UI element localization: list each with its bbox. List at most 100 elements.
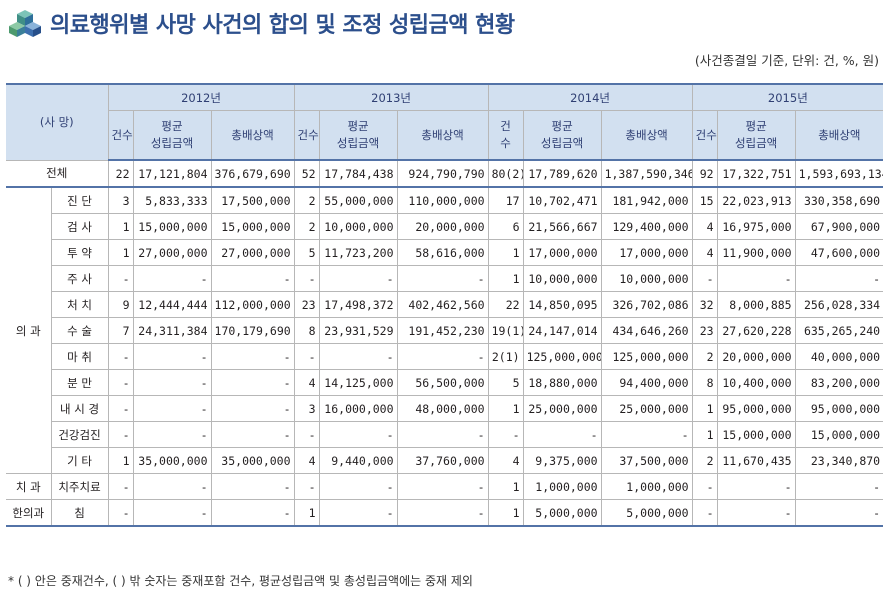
count-cell: 1	[293, 499, 320, 527]
count-cell: 1	[487, 499, 524, 527]
count-cell: 52	[293, 159, 320, 188]
total-amount-cell: 48,000,000	[396, 395, 489, 422]
total-amount-cell: -	[794, 265, 884, 292]
total-amount-cell: 67,900,000	[794, 213, 884, 240]
avg-amount-cell: -	[132, 369, 212, 396]
category-label: 마 취	[51, 343, 109, 370]
avg-amount-cell: 16,975,000	[716, 213, 796, 240]
avg-amount-cell: 11,723,200	[318, 239, 398, 266]
count-cell: 4	[293, 369, 320, 396]
total-amount-cell: 125,000,000	[600, 343, 693, 370]
total-amount-cell: 129,400,000	[600, 213, 693, 240]
count-cell: 3	[293, 395, 320, 422]
table-row: 분 만 - - -4 14,125,000 56,500,000 5 18,880,000 94…	[6, 369, 884, 396]
table-row: 검 사 1 15,000,000 15,000,000 2 10,000,000 20,00…	[6, 213, 884, 240]
avg-amount-cell: -	[132, 473, 212, 500]
avg-amount-cell: 17,121,804	[132, 159, 212, 188]
avg-amount-cell: 17,789,620	[522, 159, 602, 188]
count-cell: -	[293, 421, 320, 448]
total-amount-cell: -	[794, 473, 884, 500]
total-amount-cell: -	[210, 265, 295, 292]
col-total-header: 총배상액	[210, 110, 295, 161]
page-title: 의료행위별 사망 사건의 합의 및 조정 성립금액 현황	[50, 13, 515, 38]
category-label: 기 타	[51, 447, 109, 474]
count-cell: -	[691, 473, 718, 500]
table-row: 투 약 1 27,000,000 27,000,000 5 11,723,200 58,61…	[6, 239, 884, 266]
avg-amount-cell: 55,000,000	[318, 186, 398, 214]
avg-amount-cell: -	[132, 421, 212, 448]
total-amount-cell: 256,028,334	[794, 291, 884, 318]
avg-amount-cell: 10,400,000	[716, 369, 796, 396]
count-cell: 32	[691, 291, 718, 318]
avg-amount-cell: -	[716, 265, 796, 292]
total-amount-cell: 25,000,000	[600, 395, 693, 422]
avg-amount-cell: 10,000,000	[318, 213, 398, 240]
total-amount-cell: 47,600,000	[794, 239, 884, 266]
title-row: 의료행위별 사망 사건의 합의 및 조정 성립금액 현황	[8, 6, 515, 40]
total-amount-cell: 10,000,000	[600, 265, 693, 292]
col-count-header: 건수	[293, 110, 320, 161]
year-header: 2012년	[107, 83, 295, 111]
table-row: 수 술 7 24,311,384 170,179,690 8 23,931,529 191,…	[6, 317, 884, 344]
count-cell: 5	[293, 239, 320, 266]
count-cell: 4	[293, 447, 320, 474]
avg-amount-cell: 15,000,000	[132, 213, 212, 240]
total-amount-cell: 95,000,000	[794, 395, 884, 422]
count-cell: 8	[691, 369, 718, 396]
col-avg-header: 평균 성립금액	[318, 110, 398, 161]
total-amount-cell: 94,400,000	[600, 369, 693, 396]
count-cell: -	[107, 343, 134, 370]
count-cell: 22	[107, 159, 134, 188]
total-amount-cell: 181,942,000	[600, 186, 693, 214]
category-label: 투 약	[51, 239, 109, 266]
table-row: 기 타 1 35,000,000 35,000,000 4 9,440,000 37,760…	[6, 447, 884, 474]
avg-amount-cell: 11,900,000	[716, 239, 796, 266]
total-amount-cell: 170,179,690	[210, 317, 295, 344]
category-label: 건강검진	[51, 421, 109, 448]
table-row: 건강검진 - - - - - - - - -1 15,000,000 15,000,000	[6, 421, 884, 448]
total-amount-cell: -	[396, 421, 489, 448]
count-cell: -	[107, 395, 134, 422]
count-cell: 8	[293, 317, 320, 344]
count-cell: 1	[107, 447, 134, 474]
col-total-header: 총배상액	[600, 110, 693, 161]
total-amount-cell: 112,000,000	[210, 291, 295, 318]
avg-amount-cell: -	[318, 265, 398, 292]
total-amount-cell: 37,760,000	[396, 447, 489, 474]
count-cell: 80(2)	[487, 159, 524, 188]
total-amount-cell: -	[210, 369, 295, 396]
cube-stack-icon	[9, 10, 41, 37]
count-cell: -	[293, 343, 320, 370]
count-cell: -	[107, 369, 134, 396]
count-cell: 22	[487, 291, 524, 318]
total-amount-cell: 17,500,000	[210, 186, 295, 214]
count-cell: 5	[487, 369, 524, 396]
avg-amount-cell: 12,444,444	[132, 291, 212, 318]
count-cell: -	[293, 265, 320, 292]
total-amount-cell: -	[396, 473, 489, 500]
total-amount-cell: 27,000,000	[210, 239, 295, 266]
total-amount-cell: 326,702,086	[600, 291, 693, 318]
table-row: 마 취 - - - - - -2(1) 125,000,000 125,000,000 2 20,0…	[6, 343, 884, 370]
year-header: 2013년	[293, 83, 489, 111]
total-amount-cell: -	[210, 499, 295, 527]
group-label: 한의과	[6, 499, 52, 527]
total-amount-cell: -	[210, 421, 295, 448]
total-amount-cell: 1,593,693,134	[794, 159, 884, 188]
avg-amount-cell: 5,833,333	[132, 186, 212, 214]
count-cell: 92	[691, 159, 718, 188]
corner-header: (사 망)	[6, 83, 109, 161]
unit-note: (사건종결일 기준, 단위: 건, %, 원)	[694, 53, 879, 68]
avg-amount-cell: -	[132, 265, 212, 292]
avg-amount-cell: 27,620,228	[716, 317, 796, 344]
total-amount-cell: 1,387,590,346	[600, 159, 693, 188]
count-cell: 4	[487, 447, 524, 474]
col-count-header: 건수	[691, 110, 718, 161]
table-row: 내 시 경 - - -3 16,000,000 48,000,000 1 25,000,000…	[6, 395, 884, 422]
count-cell: -	[107, 499, 134, 527]
total-amount-cell: -	[210, 343, 295, 370]
category-label: 처 치	[51, 291, 109, 318]
avg-amount-cell: 35,000,000	[132, 447, 212, 474]
count-cell: 23	[293, 291, 320, 318]
